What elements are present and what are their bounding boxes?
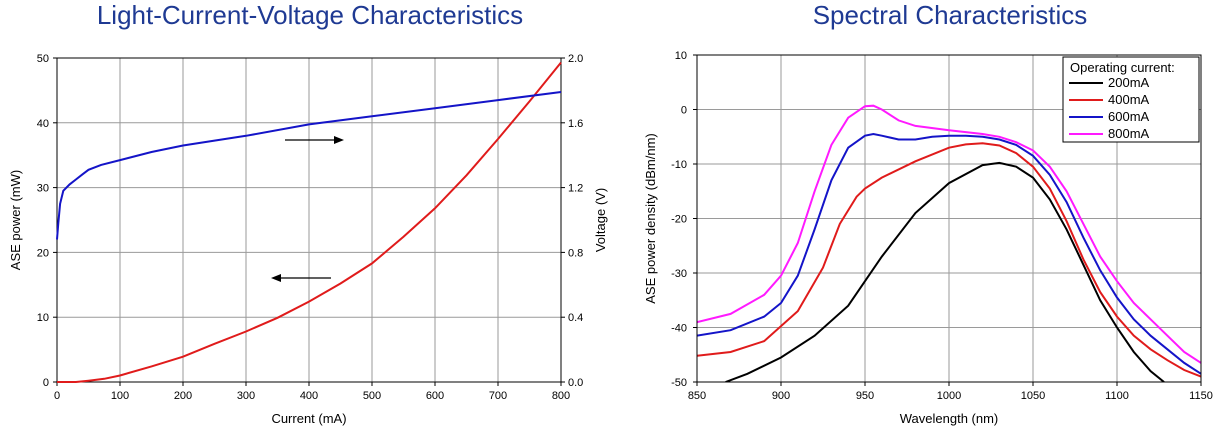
chart2-legend: Operating current:200mA 400mA 600mA 800mA [1062,56,1200,143]
chart1-series-blue [56,91,562,240]
chart1-ytick-label: 0 [43,377,49,389]
chart1-xlabel: Current (mA) [271,411,346,426]
chart1-y2tick-label: 0.4 [568,312,583,324]
chart2-xtick-label: 1150 [1189,390,1213,402]
spectral-chart: Spectral Characteristics 850 900 950 1000 105… [643,0,1213,426]
chart2-title: Spectral Characteristics [813,0,1088,30]
chart1-ytick-label: 50 [37,53,49,65]
chart1-xtick-label: 300 [237,390,255,402]
chart2-series-800mA [697,104,1201,364]
chart1-xtick-label: 600 [426,390,444,402]
chart2-ytick-label: -40 [671,323,687,335]
chart1-y2tick-label: 0.8 [568,247,583,259]
chart1-xtick-label: 500 [363,390,381,402]
chart1-xtick-label: 100 [111,390,129,402]
arrow-head [271,274,281,282]
chart2-ytick-label: -10 [671,159,687,171]
chart2-ytick-label: -20 [671,214,687,226]
chart1-arrow-to-voltage [285,136,344,144]
chart2-series-400mA [697,142,1201,378]
liv-chart: Light-Current-Voltage Characteristics 0 10… [8,0,608,426]
chart2-xtick-label: 850 [688,390,706,402]
chart1-y2tick-label: 1.2 [568,183,583,195]
chart2-ytick-label: -30 [671,268,687,280]
chart1-xtick-label: 400 [300,390,318,402]
chart2-series-600mA [697,132,1201,375]
chart2-ytick-label: -50 [671,377,687,389]
chart1-xtick-label: 200 [174,390,192,402]
chart1-ytick-label: 20 [37,247,49,259]
chart1-series-red [57,61,562,383]
chart2-series-group [697,104,1201,382]
chart2-ytick-label: 0 [681,105,687,117]
chart2-xtick-label: 900 [772,390,790,402]
chart2-xtick-label: 1050 [1021,390,1045,402]
legend-label-400mA: 400mA [1108,92,1150,107]
chart2-xlabel: Wavelength (nm) [900,411,999,426]
chart1-ytick-label: 30 [37,183,49,195]
chart1-y2tick-label: 0.0 [568,377,583,389]
chart2-ylabel: ASE power density (dBm/nm) [643,133,658,304]
arrow-head [334,136,344,144]
chart1-xtick-label: 700 [489,390,507,402]
chart2-xtick-label: 1100 [1105,390,1129,402]
chart2-xtick-label: 950 [856,390,874,402]
chart1-y2label: Voltage (V) [593,188,608,252]
chart2-ytick-label: 10 [675,50,687,62]
chart1-title: Light-Current-Voltage Characteristics [97,0,523,30]
chart1-xtick-label: 0 [54,390,60,402]
chart1-ylabel: ASE power (mW) [8,170,23,270]
chart1-ytick-label: 40 [37,118,49,130]
chart1-y2tick-label: 1.6 [568,118,583,130]
legend-label-600mA: 600mA [1108,109,1150,124]
chart1-arrow-to-power [271,274,331,282]
chart1-ytick-label: 10 [37,312,49,324]
legend-label-200mA: 200mA [1108,75,1150,90]
chart1-xtick-label: 800 [552,390,570,402]
legend-title: Operating current: [1070,60,1175,75]
chart1-y2tick-label: 2.0 [568,53,583,65]
chart2-series-200mA [725,161,1165,382]
chart1-plot-frame [56,57,562,383]
chart2-plot-frame [696,54,1202,383]
legend-label-800mA: 800mA [1108,126,1150,141]
chart2-xtick-label: 1000 [937,390,961,402]
